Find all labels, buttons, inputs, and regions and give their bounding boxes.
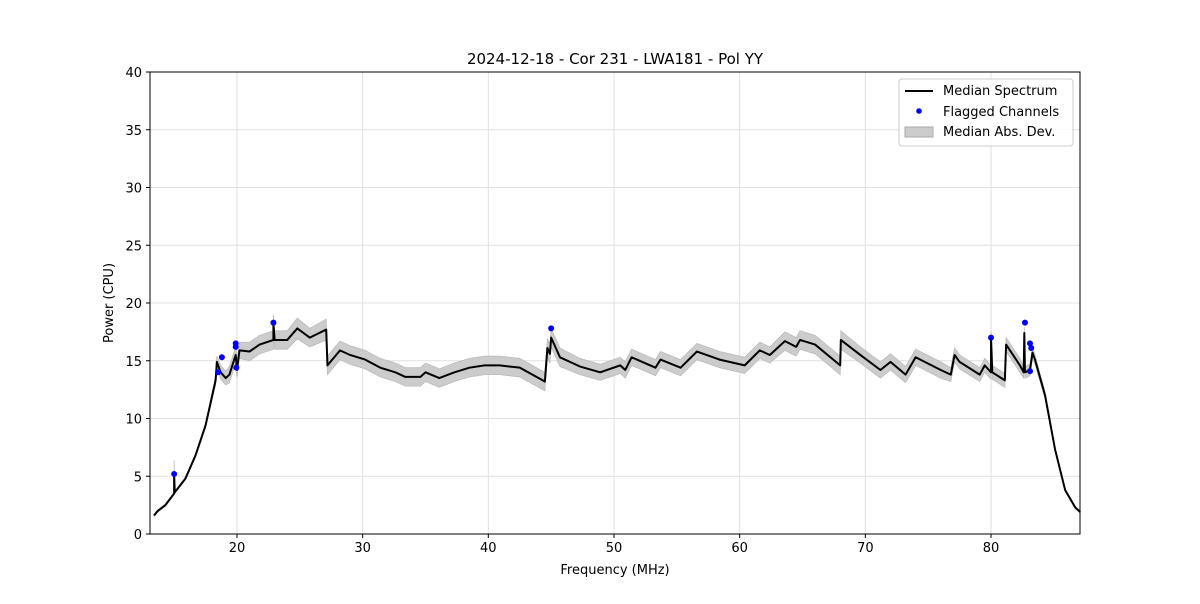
line-group [153,322,1081,517]
legend: Median Spectrum Flagged Channels Median … [898,78,1074,147]
flagged-channel-point [1028,345,1035,352]
tick-group: 20 30 40 50 60 70 80 0 5 10 15 20 25 30 35 40 [125,66,999,556]
legend-label-mad: Median Abs. Dev. [943,125,1055,140]
legend-label-median: Median Spectrum [943,84,1057,99]
y-tick-label: 40 [125,66,142,81]
x-tick-label: 80 [983,541,1000,556]
x-tick-label: 20 [229,541,246,556]
y-tick-label: 35 [125,124,142,139]
y-tick-label: 15 [125,355,142,370]
x-tick-label: 70 [857,541,874,556]
flagged-channel-point [233,364,240,371]
flagged-channel-point [215,369,222,376]
x-tick-label: 60 [731,541,748,556]
y-tick-label: 30 [125,182,142,197]
x-tick-label: 50 [606,541,623,556]
flagged-channel-point [988,334,995,341]
median-spectrum-line [153,322,1081,517]
legend-label-flagged: Flagged Channels [943,105,1059,120]
y-tick-label: 0 [134,528,142,543]
flagged-channel-point [1026,340,1033,347]
flagged-channel-point [218,354,225,361]
flagged-channel-point [232,343,239,350]
y-tick-label: 20 [125,297,142,312]
x-tick-label: 30 [354,541,371,556]
chart-title: 2024-12-18 - Cor 231 - LWA181 - Pol YY [467,50,764,68]
x-tick-label: 40 [480,541,497,556]
flagged-channel-point [171,470,178,477]
y-tick-label: 5 [134,470,142,485]
legend-box [898,78,1074,147]
flagged-channel-point [1026,368,1033,375]
y-tick-label: 25 [125,239,142,254]
y-tick-label: 10 [125,413,142,428]
legend-band-swatch [904,126,934,138]
flag-group [171,319,1035,477]
x-axis-label: Frequency (MHz) [560,563,669,578]
flagged-channel-point [1021,319,1028,326]
flagged-channel-point [548,325,555,332]
y-axis-label: Power (CPU) [102,263,117,343]
flagged-channel-point [270,319,277,326]
legend-flag-swatch [916,108,922,114]
